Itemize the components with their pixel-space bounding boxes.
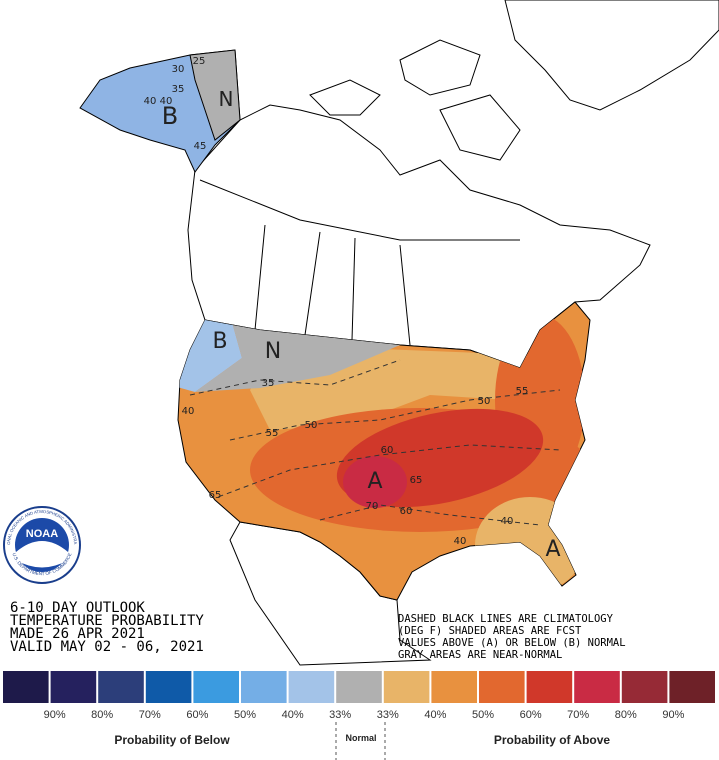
map-label: 50 — [305, 420, 318, 431]
legend-swatch — [50, 671, 97, 703]
legend-label: 40% — [424, 709, 446, 721]
legend-label: 80% — [91, 709, 113, 721]
map-label: 40 — [501, 516, 514, 527]
logo-ring-top: NATIONAL OCEANIC AND ATMOSPHERIC ADMINIS… — [0, 0, 78, 545]
legend-label: 50% — [234, 709, 256, 721]
map-label: 40 — [182, 406, 195, 417]
legend-label: 90% — [662, 709, 684, 721]
note-line: GRAY AREAS ARE NEAR-NORMAL — [398, 649, 562, 661]
map-label: 55 — [266, 428, 279, 439]
map-label: N — [219, 87, 234, 111]
header-line: VALID MAY 02 - 06, 2021 — [10, 639, 204, 655]
map-label: B — [162, 102, 178, 130]
legend-label: 80% — [615, 709, 637, 721]
logo-name: NOAA — [26, 528, 58, 540]
logo-ring: NATIONAL OCEANIC AND ATMOSPHERIC ADMINIS… — [0, 0, 78, 545]
legend-swatch — [621, 671, 668, 703]
notes: DASHED BLACK LINES ARE CLIMATOLOGY (DEG … — [398, 613, 626, 661]
map-label: 60 — [381, 445, 394, 456]
map-label: 60 — [400, 506, 413, 517]
map-label: 35 — [172, 84, 185, 95]
header-line: MADE 26 APR 2021 — [10, 626, 145, 642]
arctic-islands — [439, 94, 521, 161]
legend-label: 33% — [329, 709, 351, 721]
map-label: 45 — [194, 141, 207, 152]
alaska-near-normal — [189, 49, 241, 141]
header-line: TEMPERATURE PROBABILITY — [10, 613, 204, 629]
legend-label: 50% — [472, 709, 494, 721]
map-label: 50 — [478, 396, 491, 407]
greenland — [504, 0, 719, 111]
legend-label: 70% — [567, 709, 589, 721]
map-label: 55 — [516, 386, 529, 397]
legend-below: Probability of Below — [114, 733, 230, 747]
map-label: 65 — [410, 475, 423, 486]
legend-label: 60% — [186, 709, 208, 721]
legend: Probability of Below Normal Probability … — [3, 671, 715, 760]
legend-label: 33% — [377, 709, 399, 721]
map-label: 40 — [160, 96, 173, 107]
legend-swatch — [145, 671, 192, 703]
legend-normal: Normal — [345, 733, 376, 743]
header: 6-10 DAY OUTLOOK TEMPERATURE PROBABILITY… — [10, 600, 204, 655]
map-label: 40 — [144, 96, 157, 107]
legend-swatch — [241, 671, 287, 703]
legend-swatch — [336, 671, 382, 703]
note-line: VALUES ABOVE (A) OR BELOW (B) NORMAL — [398, 637, 626, 649]
header-line: 6-10 DAY OUTLOOK — [10, 600, 145, 616]
map-label: A — [545, 537, 560, 562]
legend-label: 90% — [44, 709, 66, 721]
map-label: 25 — [193, 56, 206, 67]
map-label: B — [212, 329, 227, 354]
map-label: 40 — [454, 536, 467, 547]
legend-label: 60% — [520, 709, 542, 721]
map-label: N — [265, 339, 281, 364]
note-line: DASHED BLACK LINES ARE CLIMATOLOGY — [398, 613, 614, 625]
legend-swatch — [383, 671, 430, 703]
basemap — [79, 0, 719, 666]
legend-swatch — [526, 671, 573, 703]
arctic-islands — [399, 39, 481, 96]
legend-swatch — [3, 671, 49, 703]
map-label: 65 — [209, 490, 222, 501]
arctic-islands — [309, 79, 381, 116]
legend-swatch — [479, 671, 525, 703]
noaa-logo: NOAA NATIONAL OCEANIC AND ATMOSPHERIC AD… — [0, 0, 81, 584]
legend-swatch — [288, 671, 335, 703]
legend-label: 40% — [282, 709, 304, 721]
legend-swatch — [574, 671, 620, 703]
legend-label: 70% — [139, 709, 161, 721]
map-label: 30 — [172, 64, 185, 75]
map-label: 70 — [366, 501, 379, 512]
legend-swatch — [193, 671, 239, 703]
legend-swatch — [431, 671, 477, 703]
map-label: 35 — [262, 378, 275, 389]
legend-above: Probability of Above — [494, 733, 611, 747]
map-label: A — [367, 469, 382, 494]
legend-swatch — [669, 671, 715, 703]
note-line: (DEG F) SHADED AREAS ARE FCST — [398, 625, 582, 637]
legend-swatch — [98, 671, 144, 703]
